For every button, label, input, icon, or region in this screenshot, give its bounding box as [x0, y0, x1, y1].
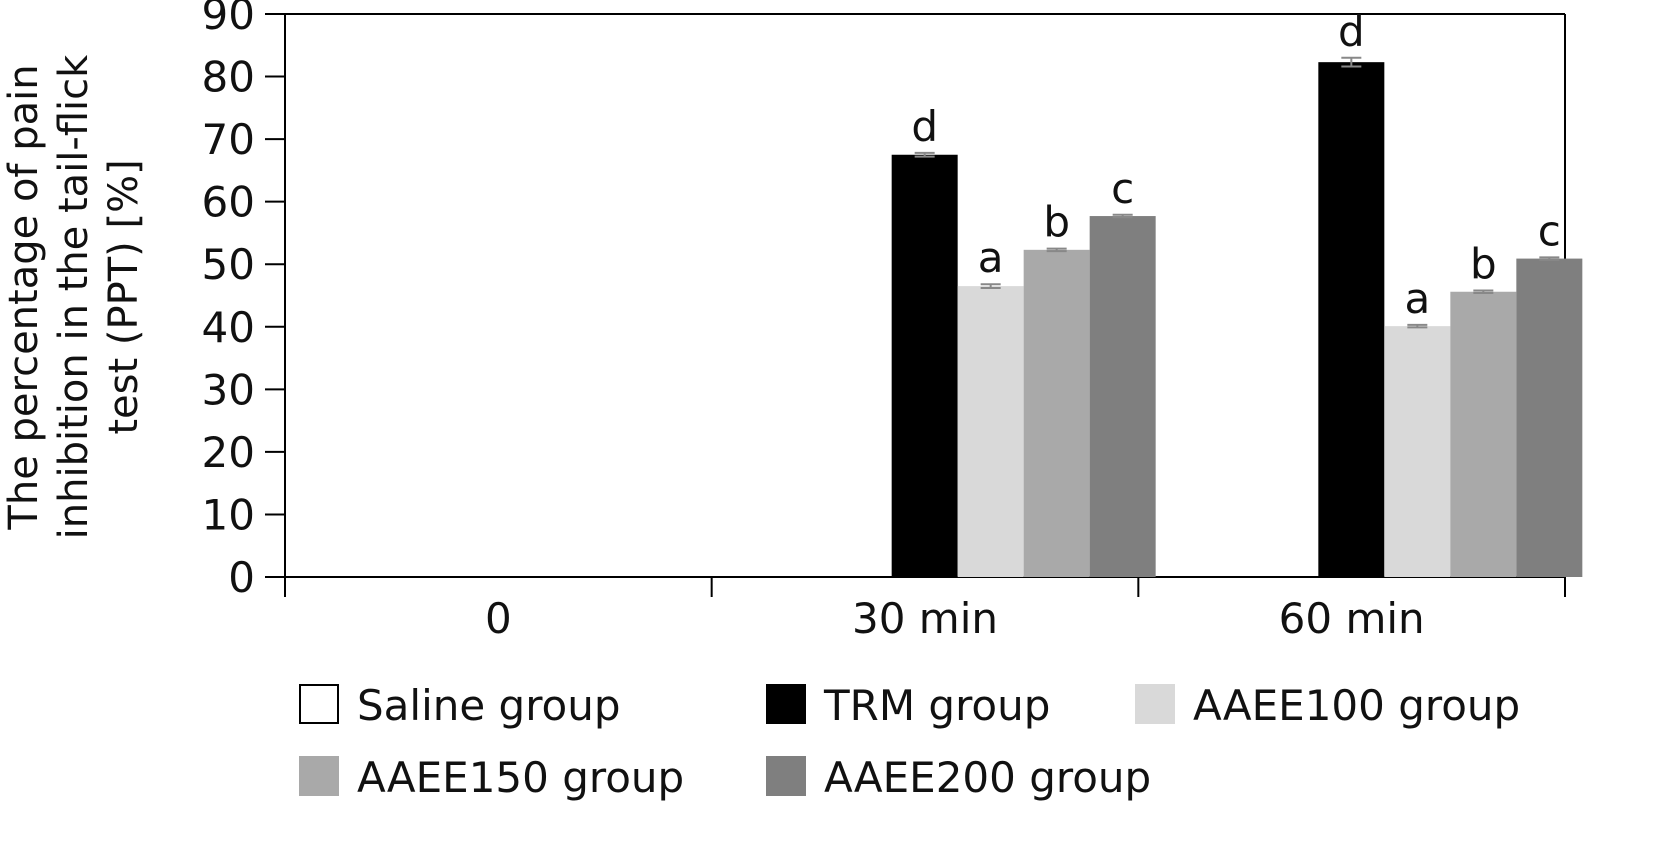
significance-label: d: [911, 102, 938, 151]
x-tick-label: 60 min: [1279, 594, 1425, 643]
bar: [891, 154, 958, 577]
legend-label: AAEE100 group: [1193, 681, 1520, 730]
y-tick-label: 70: [202, 115, 255, 164]
legend-swatch: [1135, 684, 1175, 724]
y-axis-title-line-2: inhibition in the tail-flick: [51, 54, 97, 539]
y-tick-label: 0: [228, 553, 255, 602]
y-tick-label: 50: [202, 240, 255, 289]
y-tick-label: 20: [202, 428, 255, 477]
bar: [1384, 326, 1451, 577]
y-axis: 0 10 20 30 40 50 60 70 80 90: [202, 0, 285, 602]
bar: [1516, 258, 1583, 577]
significance-label: a: [978, 233, 1004, 282]
bar: [1023, 249, 1090, 577]
y-axis-title: The percentage of pain inhibition in the…: [1, 54, 147, 539]
significance-label: a: [1404, 274, 1430, 323]
significance-label: c: [1538, 206, 1561, 255]
legend-swatch: [299, 756, 339, 796]
y-tick-label: 90: [202, 0, 255, 39]
significance-label: d: [1338, 7, 1365, 56]
significance-label: b: [1043, 198, 1070, 247]
legend-label: AAEE200 group: [824, 753, 1151, 802]
x-tick-label: 0: [485, 594, 512, 643]
y-tick-label: 60: [202, 178, 255, 227]
bar: [1450, 291, 1517, 577]
legend-label: AAEE150 group: [357, 753, 684, 802]
y-tick-label: 40: [202, 303, 255, 352]
y-tick-label: 10: [202, 490, 255, 539]
legend-label: Saline group: [357, 681, 621, 730]
significance-label: c: [1111, 164, 1134, 213]
x-tick-label: 30 min: [852, 594, 998, 643]
significance-label: b: [1470, 239, 1497, 288]
legend-swatch: [766, 684, 806, 724]
legend-label: TRM group: [823, 681, 1050, 730]
bar: [1318, 62, 1385, 577]
y-axis-title-line-1: The percentage of pain: [1, 64, 47, 530]
y-axis-title-line-3: test (PPT) [%]: [101, 159, 147, 434]
legend: Saline group TRM group AAEE100 group AAEE15…: [299, 681, 1520, 802]
legend-swatch: [299, 684, 339, 724]
bar: [957, 286, 1024, 577]
y-tick-label: 80: [202, 53, 255, 102]
x-axis: 0 30 min 60 min: [284, 576, 1566, 643]
bar: [1089, 216, 1156, 577]
y-tick-label: 30: [202, 365, 255, 414]
legend-swatch: [766, 756, 806, 796]
